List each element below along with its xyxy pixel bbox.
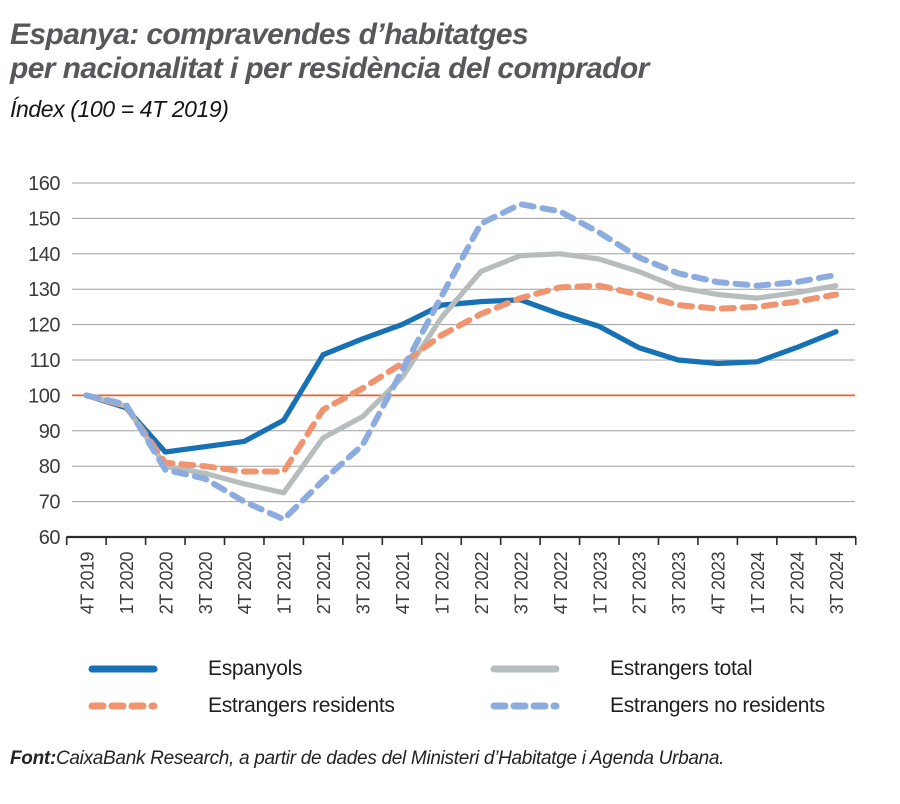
legend-label: Estrangers total (610, 657, 753, 680)
svg-text:80: 80 (39, 456, 61, 478)
svg-text:3T 2020: 3T 2020 (196, 552, 216, 615)
legend-label: Espanyols (208, 657, 303, 680)
svg-text:1T 2020: 1T 2020 (117, 552, 137, 615)
legend-swatch-dashed-lightblue (490, 702, 560, 710)
legend-label: Estrangers residents (208, 694, 395, 717)
svg-text:3T 2021: 3T 2021 (354, 552, 374, 615)
svg-text:3T 2022: 3T 2022 (511, 552, 531, 615)
legend-item-espanyols: Espanyols (88, 657, 490, 681)
svg-text:160: 160 (28, 173, 60, 195)
svg-text:4T 2020: 4T 2020 (235, 552, 255, 615)
svg-text:90: 90 (39, 421, 61, 443)
chart-title-line2: per nacionalitat i per residència del co… (10, 52, 649, 85)
svg-text:100: 100 (28, 385, 60, 407)
svg-text:3T 2024: 3T 2024 (827, 552, 847, 615)
chart-title: Espanya: compravendes d’habitatges per na… (10, 18, 890, 86)
svg-text:2T 2020: 2T 2020 (156, 552, 176, 615)
svg-text:3T 2023: 3T 2023 (669, 552, 689, 615)
svg-text:2T 2022: 2T 2022 (472, 552, 492, 615)
svg-text:2T 2021: 2T 2021 (314, 552, 334, 615)
source-text: CaixaBank Research, a partir de dades de… (55, 748, 725, 769)
legend-item-estrangers-total: Estrangers total (490, 657, 900, 681)
chart-legend: Espanyols Estrangers total Estrangers re… (0, 657, 900, 718)
svg-text:1T 2024: 1T 2024 (748, 552, 768, 615)
legend-swatch-dashed-orange (88, 702, 158, 710)
svg-text:4T 2022: 4T 2022 (551, 552, 571, 615)
svg-text:140: 140 (28, 244, 60, 266)
svg-text:60: 60 (39, 527, 61, 549)
legend-item-estrangers-no-residents: Estrangers no residents (490, 694, 900, 718)
svg-text:4T 2021: 4T 2021 (393, 552, 413, 615)
legend-label: Estrangers no residents (610, 694, 825, 717)
legend-swatch-solid-gray (490, 665, 560, 673)
svg-text:150: 150 (28, 208, 60, 230)
legend-item-estrangers-residents: Estrangers residents (88, 694, 490, 718)
svg-text:130: 130 (28, 279, 60, 301)
chart-title-line1: Espanya: compravendes d’habitatges (10, 18, 529, 51)
source-label: Font: (10, 748, 56, 769)
svg-text:4T 2019: 4T 2019 (77, 552, 97, 615)
svg-text:110: 110 (30, 350, 61, 372)
svg-text:1T 2023: 1T 2023 (590, 552, 610, 615)
svg-text:2T 2024: 2T 2024 (788, 552, 808, 615)
svg-text:4T 2023: 4T 2023 (709, 552, 729, 615)
source-note: Font:CaixaBank Research, a partir de dad… (10, 748, 890, 770)
chart-subtitle: Índex (100 = 4T 2019) (10, 96, 229, 122)
svg-text:1T 2022: 1T 2022 (432, 552, 452, 615)
chart-header: Espanya: compravendes d’habitatges per na… (10, 18, 890, 123)
svg-text:1T 2021: 1T 2021 (275, 552, 295, 615)
line-chart: 60 70 80 90 100 110 120 130 140 150 160 4T 2019 1T 2… (28, 173, 857, 615)
svg-text:120: 120 (28, 315, 60, 337)
legend-swatch-solid-blue (88, 665, 158, 673)
svg-text:2T 2023: 2T 2023 (630, 552, 650, 615)
svg-text:70: 70 (39, 492, 61, 514)
